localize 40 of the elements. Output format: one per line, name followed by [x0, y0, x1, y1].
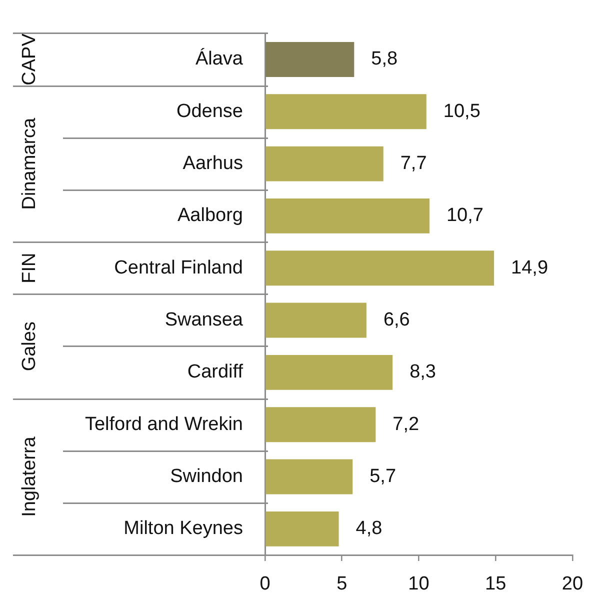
- bar: [266, 407, 376, 442]
- bar: [266, 250, 494, 286]
- data-label: 8,3: [410, 362, 436, 383]
- data-label: 4,8: [356, 518, 382, 540]
- bar: [266, 146, 384, 182]
- bar: [266, 198, 430, 234]
- data-label: 10,7: [446, 205, 484, 226]
- text: Gales: [19, 322, 40, 372]
- y-tick-label: Central Finland: [114, 257, 243, 278]
- y-tick-label: Odense: [176, 100, 243, 122]
- data-label: 5,8: [371, 48, 398, 70]
- x-tick-label: 20: [562, 574, 584, 595]
- data-label: 14,9: [511, 257, 548, 278]
- y-tick-label: Telford and Wrekin: [84, 414, 243, 435]
- data-label: 7,7: [400, 153, 427, 174]
- bar: [266, 94, 426, 130]
- data-label: 6,6: [383, 310, 410, 331]
- y-tick-label: Swindon: [170, 466, 243, 487]
- x-tick-label: 10: [408, 574, 430, 595]
- data-label: 5,7: [370, 466, 396, 487]
- data-label: 10,5: [443, 100, 480, 122]
- y-tick-label: Cardiff: [187, 362, 244, 383]
- y-tick-label: Álava: [195, 48, 244, 70]
- text: Dinamarca: [19, 117, 40, 210]
- x-tick-label: 0: [260, 574, 270, 595]
- x-tick-label: 15: [485, 574, 506, 595]
- bar: [266, 302, 366, 338]
- data-label: 7,2: [392, 414, 420, 435]
- bar: [266, 42, 354, 77]
- bar: [266, 511, 339, 546]
- bar: [266, 354, 393, 390]
- y-tick-label: Aarhus: [182, 153, 243, 174]
- x-tick-label: 5: [336, 574, 348, 595]
- text: Inglaterra: [19, 436, 40, 517]
- text: CAPV: [19, 33, 40, 86]
- y-tick-label: Milton Keynes: [124, 518, 243, 540]
- bar: [266, 459, 353, 494]
- y-tick-label: Aalborg: [178, 205, 243, 226]
- y-tick-label: Swansea: [164, 310, 244, 331]
- text: FIN: [19, 252, 40, 284]
